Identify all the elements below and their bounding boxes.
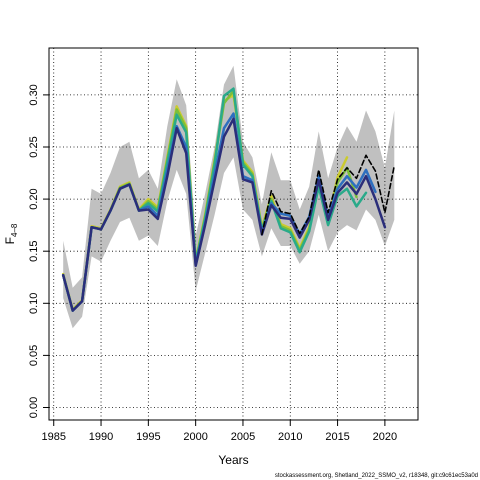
x-tick-label: 1990	[89, 431, 113, 443]
x-tick-label: 2015	[325, 431, 349, 443]
x-tick-label: 1985	[41, 431, 65, 443]
confidence-band	[63, 65, 395, 329]
uncertainty-band	[63, 65, 395, 329]
plot-frame	[48, 47, 419, 421]
series-line-6	[261, 154, 396, 236]
y-axis-title: F4–8	[3, 223, 19, 244]
y-tick-label: 0.05	[28, 345, 40, 366]
x-tick-label: 2005	[231, 431, 255, 443]
x-tick-label: 2000	[183, 431, 207, 443]
x-axis: 1985 1990 1995 2000 2005 2010 2015 2020	[41, 420, 397, 443]
y-tick-label: 0.20	[28, 188, 40, 209]
y-tick-label: 0.00	[28, 397, 40, 418]
series-lines	[61, 87, 396, 312]
x-tick-label: 2020	[373, 431, 397, 443]
y-tick-label: 0.15	[28, 240, 40, 261]
x-axis-title: Years	[218, 453, 248, 467]
x-tick-label: 1995	[136, 431, 160, 443]
y-axis: 0.00 0.05 0.10 0.15 0.20 0.25 0.30	[28, 84, 49, 418]
x-tick-label: 2010	[278, 431, 302, 443]
y-tick-label: 0.25	[28, 136, 40, 157]
y-tick-label: 0.30	[28, 84, 40, 105]
y-axis-title-main: F	[3, 237, 17, 244]
footer-credit: stockassessment.org, Shetland_2022_SSMO_…	[275, 473, 478, 479]
y-axis-title-sub: 4–8	[10, 223, 19, 237]
series-line-5	[61, 117, 387, 312]
y-tick-label: 0.10	[28, 293, 40, 314]
